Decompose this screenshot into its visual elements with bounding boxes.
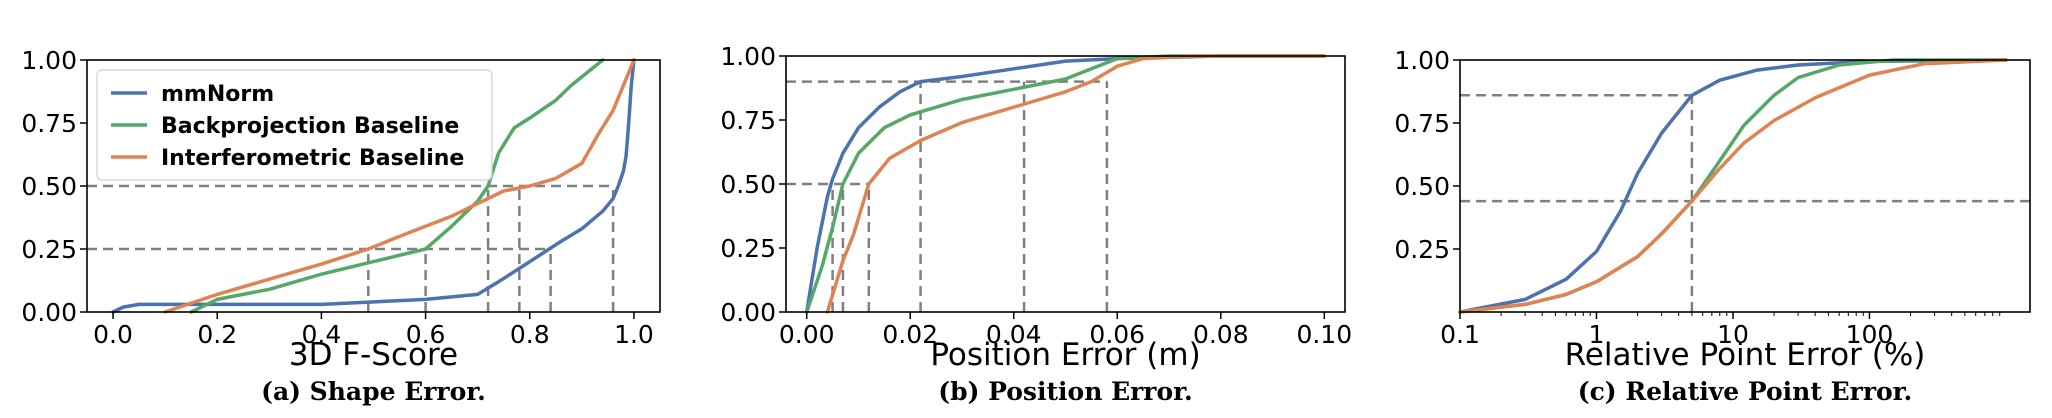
panel-caption: (a) Shape Error. <box>261 377 486 406</box>
legend-label: mmNorm <box>161 82 274 107</box>
x-tick-label: 0.0 <box>93 320 133 349</box>
y-tick-label: 0.50 <box>21 172 77 201</box>
series-line-backprojection <box>1458 58 2008 314</box>
x-tick-label: 0.04 <box>986 320 1042 349</box>
x-tick-label: 0.2 <box>197 320 237 349</box>
series-line-backprojection <box>804 54 1327 314</box>
series-line-mmnorm <box>111 58 636 314</box>
y-tick-label: 0.75 <box>720 106 776 135</box>
x-axis-label: Relative Point Error (%) <box>1565 337 1926 373</box>
y-tick-label: 0.50 <box>720 170 776 199</box>
chart-panel-2: 0.1 1 10 100 0.25 0.50 0.75 1.00 Relative Point … <box>1394 46 2031 406</box>
y-tick-label: 0.25 <box>21 235 77 264</box>
series-line-mmnorm <box>804 54 1327 314</box>
axes-frame <box>1459 59 2031 313</box>
x-tick-label: 0.1 <box>1440 320 1480 349</box>
y-tick-label: 1.00 <box>21 46 77 75</box>
series-line-interferometric <box>825 54 1327 314</box>
y-tick-label: 0.25 <box>720 234 776 263</box>
x-axis-label: 3D F-Score <box>289 337 458 373</box>
y-tick-label: 1.00 <box>720 42 776 71</box>
chart-panel-1: 0.00 0.02 0.04 0.06 0.08 0.10 0.00 0.25 0.50 0.75… <box>720 42 1352 406</box>
legend-label: Interferometric Baseline <box>161 146 464 171</box>
series-line-interferometric <box>163 58 636 314</box>
y-tick-label: 1.00 <box>1394 46 1450 75</box>
series-line-interferometric <box>1458 58 2008 314</box>
x-tick-label: 0.06 <box>1089 320 1145 349</box>
chart-panel-0: 0.0 0.2 0.4 0.6 0.8 1.0 0.00 0.25 0.50 0.75 1.00 3D… <box>21 46 661 406</box>
x-axis-label: Position Error (m) <box>930 337 1200 373</box>
series-line-backprojection <box>189 58 605 314</box>
x-tick-label: 0.6 <box>406 320 446 349</box>
x-tick-label: 0.10 <box>1296 320 1352 349</box>
y-tick-label: 0.50 <box>1394 172 1450 201</box>
legend-label: Backprojection Baseline <box>161 114 459 139</box>
series-line-mmnorm <box>1458 58 2008 314</box>
x-tick-label: 1 <box>1589 320 1605 349</box>
x-tick-label: 0.00 <box>779 320 835 349</box>
x-tick-label: 0.8 <box>510 320 550 349</box>
y-tick-label: 0.00 <box>720 298 776 327</box>
y-tick-label: 0.75 <box>21 109 77 138</box>
x-tick-label: 1.0 <box>614 320 654 349</box>
x-tick-label: 0.08 <box>1193 320 1249 349</box>
panel-caption: (b) Position Error. <box>938 377 1192 406</box>
y-tick-label: 0.00 <box>21 298 77 327</box>
legend-box <box>96 69 493 181</box>
x-tick-label: 0.02 <box>882 320 938 349</box>
x-tick-label: 100 <box>1846 320 1894 349</box>
y-tick-label: 0.75 <box>1394 109 1450 138</box>
panel-caption: (c) Relative Point Error. <box>1578 377 1913 406</box>
x-tick-label: 0.4 <box>302 320 342 349</box>
x-tick-label: 10 <box>1717 320 1749 349</box>
y-tick-label: 0.25 <box>1394 235 1450 264</box>
